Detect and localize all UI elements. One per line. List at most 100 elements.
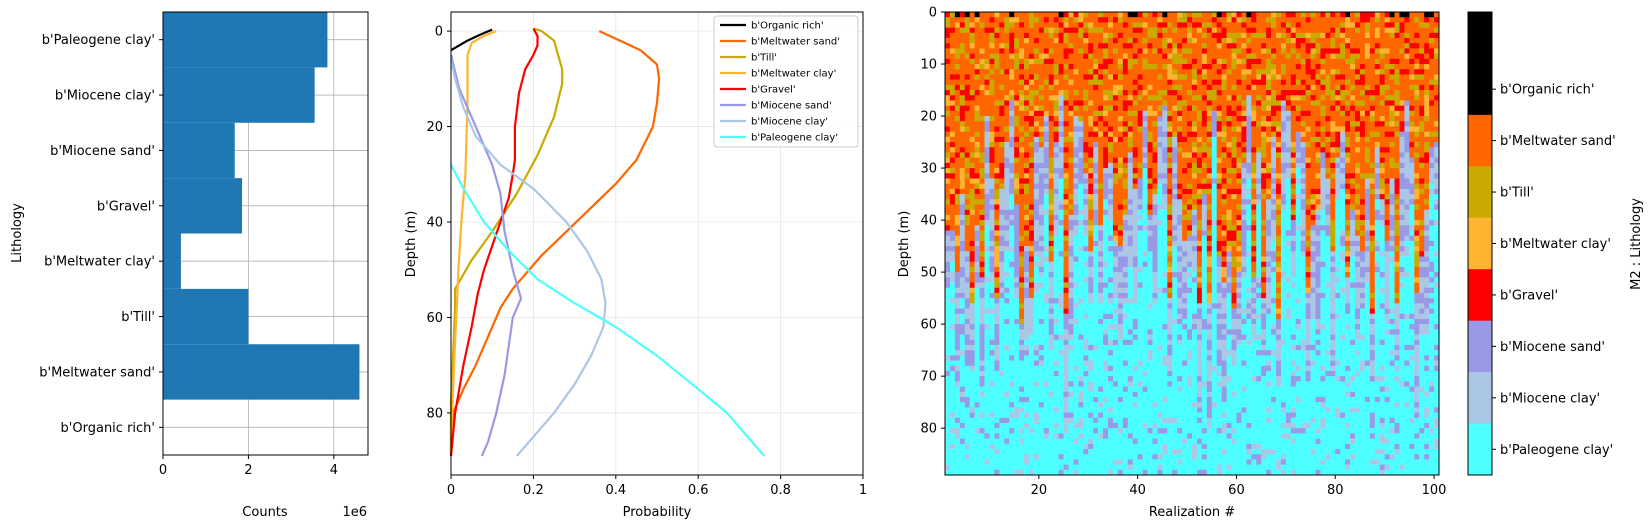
heatmap-cell (1108, 282, 1114, 294)
heatmap-cell (1399, 48, 1405, 54)
heatmap-cell (1434, 256, 1440, 273)
heatmap-cell (1014, 126, 1020, 138)
heatmap-cell (1147, 251, 1153, 304)
heatmap-cell (1028, 110, 1035, 117)
heatmap-cell (1355, 22, 1361, 28)
heatmap-cell (1429, 298, 1435, 304)
heatmap-cell (1275, 261, 1282, 268)
heatmap-cell (1364, 365, 1371, 398)
heatmap-cell (1305, 116, 1311, 127)
heatmap-cell (1404, 209, 1410, 226)
heatmap-cell (1379, 178, 1385, 190)
heatmap-cell (1043, 32, 1050, 49)
heatmap-cell (1399, 251, 1405, 257)
heatmap-cell (1117, 292, 1124, 299)
heatmap-cell (1083, 220, 1089, 226)
heatmap-cell (984, 90, 990, 96)
heatmap-cell (1394, 365, 1400, 372)
heatmap-cell (1053, 407, 1059, 413)
heatmap-cell (1231, 240, 1237, 247)
heatmap-cell (1271, 448, 1277, 455)
heatmap-cell (1310, 17, 1316, 34)
heatmap-cell (1359, 69, 1366, 75)
heatmap-cell (1355, 194, 1361, 205)
heatmap-cell (1305, 292, 1311, 299)
heatmap-cell (1424, 17, 1430, 23)
heatmap-cell (1093, 27, 1099, 34)
heatmap-cell (1429, 12, 1435, 18)
heatmap-cell (1152, 402, 1158, 408)
colorbar-ticks: b'Organic rich'b'Meltwater sand'b'Till'b… (1492, 83, 1616, 458)
heatmap-cell (1315, 32, 1321, 39)
heatmap-cell (945, 183, 951, 200)
heatmap-cell (1305, 350, 1311, 361)
heatmap-cell (1271, 183, 1277, 190)
heatmap-cell (1043, 110, 1050, 117)
heatmap-cell (1271, 261, 1277, 268)
heatmap-cell (1211, 22, 1217, 28)
heatmap-cell (1088, 391, 1094, 413)
heatmap-cell (974, 194, 980, 200)
heatmap-cell (1335, 272, 1341, 278)
heatmap-cell (1295, 381, 1301, 398)
heatmap-cell (1201, 69, 1208, 75)
heatmap-cell (989, 308, 995, 315)
heatmap-cell (1379, 251, 1385, 257)
heatmap-cell (1434, 225, 1440, 252)
heatmap-cell (1058, 64, 1064, 75)
heatmap-cell (1280, 433, 1287, 439)
heatmap-cell (1014, 17, 1020, 23)
heatmap-cell (1167, 287, 1173, 294)
heatmap-cell (974, 147, 980, 153)
heatmap-cell (945, 48, 951, 60)
heatmap-cell (1404, 344, 1410, 351)
heatmap-cell (1394, 90, 1400, 106)
heatmap-cell (1320, 12, 1326, 18)
heatmap-cell (1078, 381, 1084, 387)
heatmap-cell (1112, 162, 1119, 169)
heatmap-cell (1142, 157, 1148, 164)
heatmap-cell (1033, 261, 1040, 268)
heatmap-cell (1241, 178, 1247, 184)
heatmap-cell (1246, 298, 1252, 304)
heatmap-cell (1117, 459, 1124, 465)
heatmap-cell (1335, 69, 1341, 75)
heatmap-cell (1330, 74, 1336, 91)
heatmap-cell (999, 69, 1005, 75)
heatmap-cell (1345, 178, 1351, 184)
heatmap-cell (1424, 459, 1430, 476)
heatmap-cell (1290, 84, 1297, 91)
heatmap-cell (1280, 152, 1287, 164)
heatmap-cell (974, 157, 980, 174)
heatmap-cell (994, 209, 1000, 221)
heatmap-cell (1434, 27, 1440, 34)
heatmap-cell (1206, 32, 1213, 65)
heatmap-cell (1330, 105, 1336, 112)
heatmap-cell (1004, 298, 1010, 304)
heatmap-cell (1088, 12, 1094, 23)
heatmap-cell (1399, 204, 1405, 216)
heatmap-cell (1019, 396, 1025, 403)
heatmap-cell (1345, 152, 1351, 158)
heatmap-cell (1315, 396, 1321, 403)
heatmap-cell (994, 225, 1000, 231)
heatmap-cell (994, 324, 1000, 346)
heatmap-cell (1419, 168, 1425, 179)
heatmap-cell (964, 204, 970, 210)
heatmap-cell (1275, 459, 1282, 471)
heatmap-cell (1108, 32, 1114, 39)
heatmap-cell (1122, 214, 1129, 221)
heatmap-cell (1300, 126, 1306, 132)
heatmap-cell (1350, 438, 1356, 445)
heatmap-cell (1073, 370, 1079, 424)
heatmap-cell (1320, 376, 1326, 382)
heatmap-cell (1275, 136, 1282, 143)
heatmap-cell (1424, 428, 1430, 445)
heatmap-cell (1424, 136, 1430, 143)
heatmap-cell (1009, 32, 1015, 54)
heatmap-cell (1256, 105, 1262, 122)
heatmap-cell (969, 417, 975, 476)
heatmap-cell (1053, 324, 1059, 335)
heatmap-cell (949, 251, 956, 262)
heatmap-cell (959, 438, 966, 445)
